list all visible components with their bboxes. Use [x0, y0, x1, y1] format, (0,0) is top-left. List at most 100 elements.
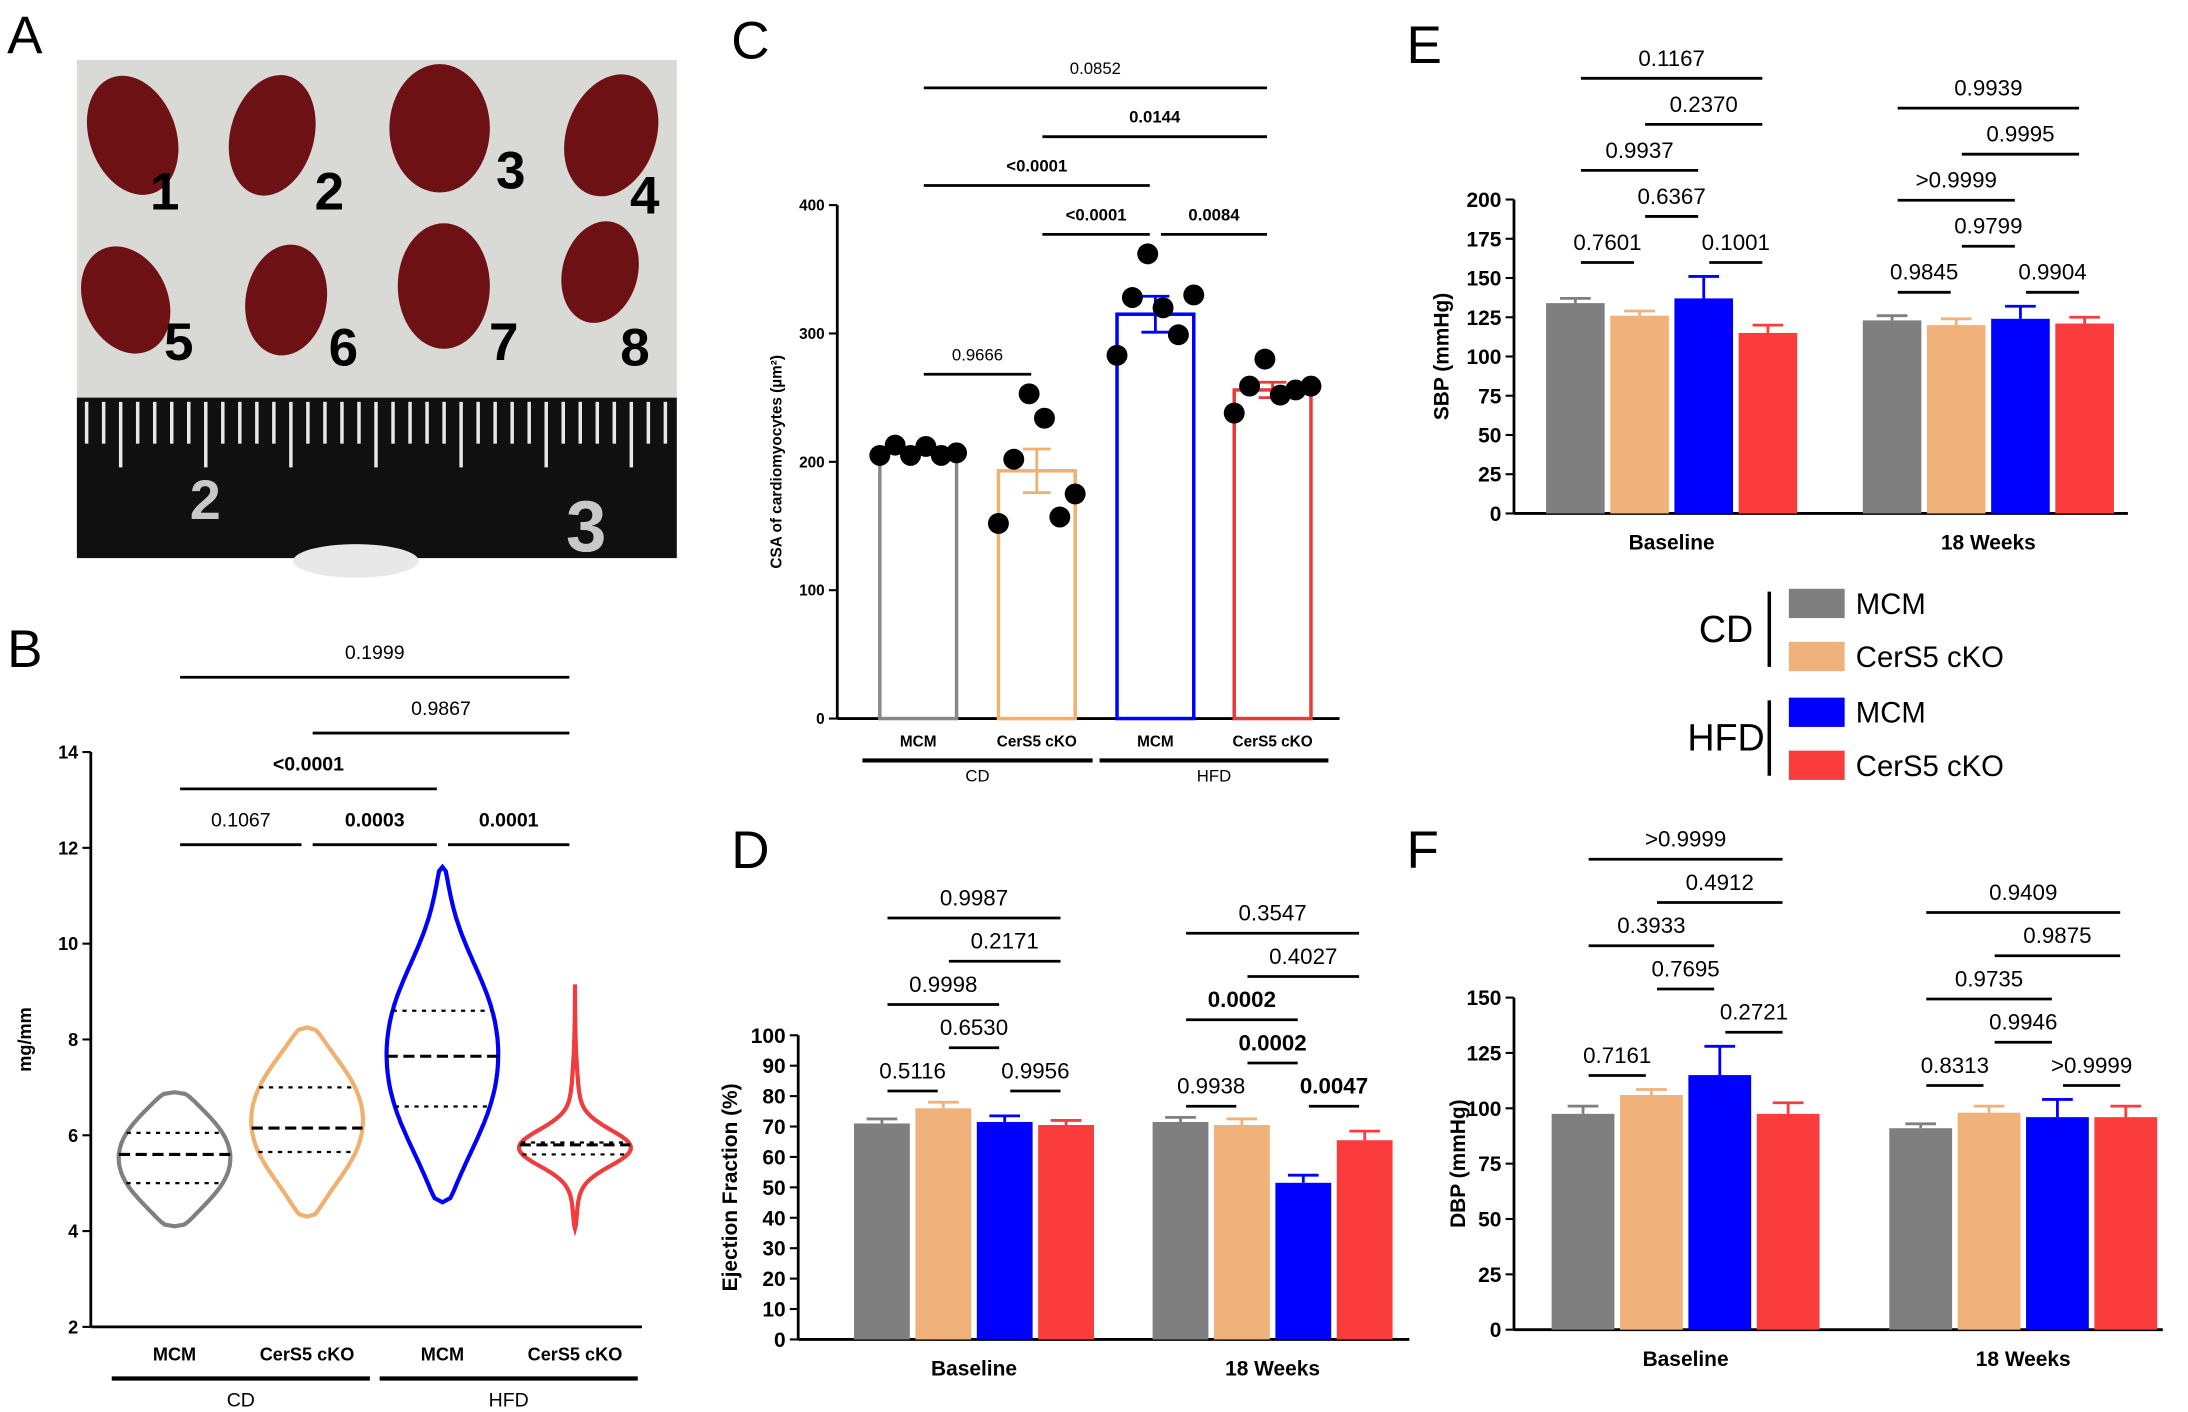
data-point: [915, 435, 937, 457]
y-tick-label: 0: [1490, 1319, 1502, 1342]
heart-number: 1: [150, 162, 179, 221]
data-point: [1254, 348, 1276, 370]
y-tick-label: 25: [1478, 464, 1502, 487]
heart-number: 4: [630, 166, 660, 225]
y-tick-label: 12: [58, 838, 78, 858]
p-value: 0.9875: [2023, 923, 2091, 948]
y-tick-label: 100: [1467, 1098, 1502, 1121]
p-value: <0.0001: [273, 754, 344, 776]
p-value: 0.0852: [1070, 59, 1121, 78]
y-tick-label: 60: [762, 1146, 785, 1169]
y-tick-label: 0: [816, 711, 825, 728]
y-tick-label: 175: [1467, 228, 1502, 251]
data-point: [884, 434, 906, 456]
p-value: 0.9666: [952, 345, 1003, 364]
y-tick-label: 40: [762, 1207, 785, 1230]
data-point: [1300, 375, 1322, 397]
p-value: >0.9999: [1916, 168, 1997, 193]
legend-label: MCM: [1856, 697, 1926, 730]
p-value: >0.9999: [1645, 827, 1726, 852]
bar: [976, 1121, 1033, 1340]
bar: [1232, 388, 1313, 721]
p-value: 0.9845: [1890, 260, 1958, 285]
y-tick-label: 200: [1467, 189, 1502, 212]
data-point: [1106, 344, 1128, 366]
p-value: 0.7161: [1583, 1043, 1651, 1068]
p-value: 0.9956: [1001, 1058, 1069, 1083]
bar: [1551, 1113, 1615, 1330]
p-value: 0.6530: [940, 1015, 1008, 1040]
x-tick-label: Baseline: [1643, 1348, 1729, 1371]
p-value: <0.0001: [1066, 205, 1127, 224]
bar: [1620, 1095, 1683, 1330]
p-value: 0.9904: [2018, 260, 2086, 285]
y-tick-label: 70: [762, 1116, 785, 1139]
y-tick-label: 10: [58, 934, 78, 954]
x-tick-label: MCM: [1137, 733, 1174, 750]
x-tick-label: MCM: [900, 733, 937, 750]
group-label: HFD: [1197, 766, 1231, 785]
legend-group: CD: [1699, 608, 1753, 650]
legend-label: CerS5 cKO: [1856, 641, 2004, 674]
violin: [384, 863, 501, 1205]
heart: [245, 244, 328, 356]
group-label: CD: [227, 1389, 255, 1411]
bar: [1756, 1113, 1820, 1330]
legend-label: MCM: [1856, 588, 1926, 621]
bar: [1152, 1121, 1209, 1340]
p-value: 0.5116: [879, 1058, 946, 1083]
y-tick-label: 75: [1478, 385, 1502, 408]
legend-swatch: [1788, 750, 1845, 780]
p-value: 0.9799: [1954, 214, 2022, 239]
p-value: 0.9938: [1177, 1074, 1245, 1099]
y-tick-label: 50: [762, 1177, 785, 1200]
bar: [878, 449, 959, 721]
ruler-hole: [293, 544, 419, 578]
bar: [1957, 1112, 2021, 1330]
legend-label: CerS5 cKO: [1856, 750, 2004, 783]
bar: [1862, 320, 1922, 514]
panel-label: D: [731, 821, 769, 880]
violin: [116, 1090, 233, 1229]
p-value: 0.2370: [1670, 92, 1738, 117]
y-tick-label: 100: [799, 583, 825, 600]
p-value: 0.9735: [1955, 966, 2023, 991]
p-value: 0.3547: [1238, 901, 1306, 926]
bar: [2055, 323, 2114, 514]
y-axis-label: Ejection Fraction (%): [719, 1083, 742, 1291]
panel-label: B: [7, 620, 42, 679]
ruler-number: 3: [566, 486, 606, 567]
bar: [1926, 325, 1986, 514]
p-value: 0.0144: [1129, 108, 1181, 127]
y-tick-label: 75: [1478, 1153, 1502, 1176]
p-value: 0.2721: [1720, 1000, 1788, 1025]
x-tick-label: MCM: [153, 1344, 196, 1364]
group-label: CD: [965, 766, 989, 785]
legend-swatch: [1788, 588, 1845, 619]
data-point: [869, 444, 891, 466]
heart: [561, 221, 639, 323]
x-tick-label: MCM: [421, 1344, 464, 1364]
violin: [517, 984, 633, 1237]
p-value: 0.1067: [211, 810, 271, 832]
y-tick-label: 400: [799, 198, 825, 215]
p-value: 0.1001: [1702, 230, 1770, 255]
heart: [389, 64, 490, 193]
data-point: [1239, 375, 1261, 397]
y-tick-label: 4: [68, 1222, 78, 1242]
hearts: [81, 64, 659, 356]
y-tick-label: 10: [762, 1299, 785, 1322]
y-tick-label: 20: [762, 1268, 785, 1291]
data-point: [1167, 324, 1189, 346]
photo: [76, 59, 677, 578]
heart-number: 6: [329, 319, 358, 378]
heart-number: 2: [315, 162, 344, 221]
y-axis-label: CSA of cardiomyocytes (µm²): [768, 355, 785, 569]
bar: [1738, 332, 1798, 514]
heart: [86, 75, 179, 195]
panel-label: F: [1407, 821, 1439, 880]
bar: [854, 1123, 910, 1340]
p-value: 0.9867: [411, 698, 471, 720]
p-value: 0.9937: [1605, 138, 1673, 163]
data-point: [1064, 483, 1086, 505]
